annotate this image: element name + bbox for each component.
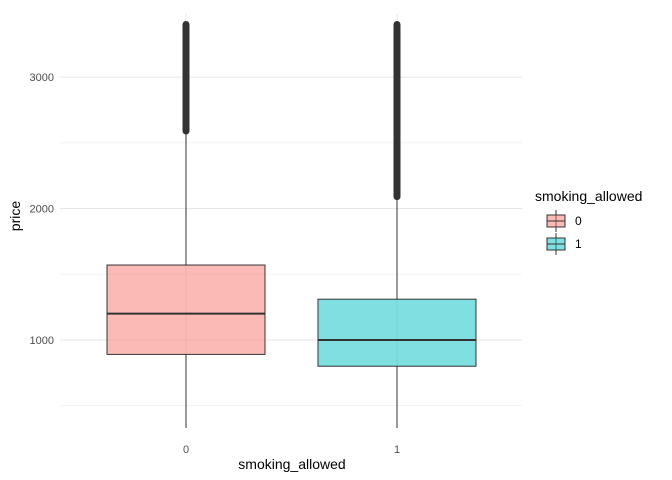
legend-label-0: 0 <box>575 214 582 228</box>
legend-title: smoking_allowed <box>535 188 642 204</box>
y-tick-label: 1000 <box>30 335 54 347</box>
legend: smoking_allowed 0 1 <box>535 188 642 255</box>
box-1 <box>317 298 477 367</box>
legend-label-1: 1 <box>575 237 582 251</box>
y-axis-title: price <box>7 201 23 232</box>
x-tick-label: 1 <box>394 444 400 456</box>
y-tick-label: 2000 <box>30 204 54 216</box>
x-axis-title: smoking_allowed <box>238 456 345 472</box>
y-tick-label: 3000 <box>30 72 54 84</box>
x-tick-label: 0 <box>183 444 189 456</box>
box-0 <box>106 264 266 355</box>
